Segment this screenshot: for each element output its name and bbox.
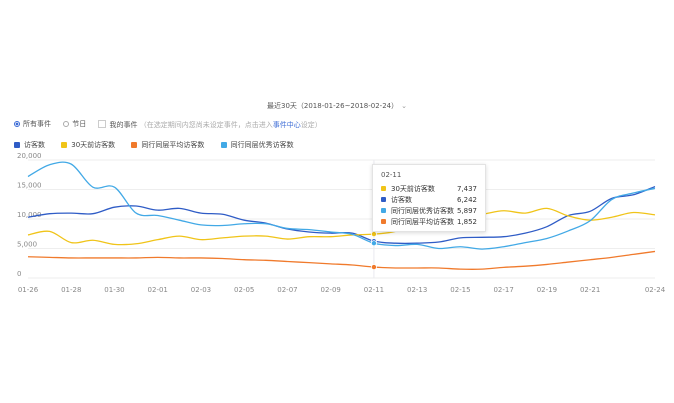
y-tick-label: 0 [17,270,21,278]
legend-label: 同行同层优秀访客数 [230,141,294,149]
tooltip-row: 访客数 6,242 [373,194,485,205]
radio-holidays[interactable]: 节日 [63,119,86,129]
x-tick-label: 01-30 [104,286,124,294]
tooltip-series-name: 访客数 [391,195,412,204]
tooltip-row: 同行同层平均访客数 1,852 [373,216,485,227]
radio-dot-icon [63,121,70,127]
legend-label: 访客数 [24,141,45,149]
events-hint-end: 设定） [300,121,322,129]
tooltip-series-name: 同行同层平均访客数 [391,217,454,226]
series-line-prev30[interactable] [27,207,656,246]
tooltip-swatch [381,208,386,213]
x-tick-label: 01-26 [18,286,39,294]
tooltip-swatch [381,186,386,191]
tooltip-series-name: 同行同层优秀访客数 [391,206,454,215]
hover-point-prev30 [370,231,377,238]
x-tick-label: 02-09 [321,286,341,294]
x-tick-label: 01-28 [61,286,81,294]
legend-swatch [14,142,20,148]
radio-all-events-label: 所有事件 [23,120,51,128]
checkbox-my-events-label: 我的事件 [109,121,138,129]
tooltip-value: 6,242 [456,195,477,204]
x-tick-label: 02-13 [407,286,427,294]
checkbox-icon [98,120,107,128]
x-tick-label: 02-17 [493,286,513,294]
y-tick-label: 10,000 [17,211,42,219]
tooltip-row: 同行同层优秀访客数 5,897 [373,205,485,216]
event-center-link[interactable]: 事件中心 [272,121,301,129]
x-tick-label: 02-21 [580,286,600,294]
legend-swatch [61,142,68,148]
radio-all-events[interactable]: 所有事件 [14,119,51,129]
series-line-peer_avg[interactable] [27,250,656,270]
tooltip-value: 1,852 [456,217,477,226]
x-tick-label: 02-15 [450,286,470,294]
tooltip-value: 5,897 [456,206,477,215]
tooltip-swatch [381,197,386,202]
y-tick-label: 20,000 [17,152,42,160]
tooltip-swatch [381,219,386,224]
tooltip-value: 7,437 [456,184,477,193]
legend-item-peer-avg[interactable]: 同行同层平均访客数 [131,140,204,150]
chart-legend: 访客数 30天前访客数 同行同层平均访客数 同行同层优秀访客数 [14,140,308,150]
chevron-down-icon: ⌄ [401,102,407,110]
legend-swatch [131,142,138,148]
series-line-peer_top[interactable] [27,161,656,250]
checkbox-my-events[interactable]: 我的事件 [98,120,138,129]
legend-item-prev30[interactable]: 30天前访客数 [61,140,115,150]
x-tick-label: 02-24 [645,286,666,294]
x-tick-label: 02-05 [234,286,254,294]
date-range-selector[interactable]: 最近30天（2018-01-26~2018-02-24） ⌄ [0,101,674,111]
radio-dot-icon [14,121,20,127]
radio-holidays-label: 节日 [72,120,87,128]
legend-label: 同行同层平均访客数 [141,141,205,149]
x-tick-label: 02-01 [148,286,168,294]
events-hint: （在选定期间内您尚未设定事件，点击进入 [139,121,273,129]
y-tick-label: 5,000 [17,241,37,249]
date-range-label: 最近30天（2018-01-26~2018-02-24） [266,102,399,110]
tooltip-row: 30天前访客数 7,437 [373,183,485,194]
hover-point-peer_avg [370,264,377,271]
x-tick-label: 02-19 [537,286,557,294]
legend-label: 30天前访客数 [71,141,116,149]
event-filters: 所有事件 节日 我的事件 （在选定期间内您尚未设定事件，点击进入事件中心设定） [14,119,322,130]
tooltip-date: 02-11 [381,171,402,179]
hover-point-peer_top [370,240,377,247]
x-tick-label: 02-03 [191,286,211,294]
hover-tooltip: 02-11 30天前访客数 7,437 访客数 6,242 同行同层优秀访客数 5,8… [372,164,486,232]
tooltip-series-name: 30天前访客数 [391,184,435,193]
legend-swatch [220,142,227,148]
legend-item-visitors[interactable]: 访客数 [14,140,45,150]
x-tick-label: 02-07 [277,286,297,294]
y-tick-label: 15,000 [17,182,42,190]
x-tick-label: 02-11 [364,286,384,294]
legend-item-peer-top[interactable]: 同行同层优秀访客数 [220,140,294,150]
